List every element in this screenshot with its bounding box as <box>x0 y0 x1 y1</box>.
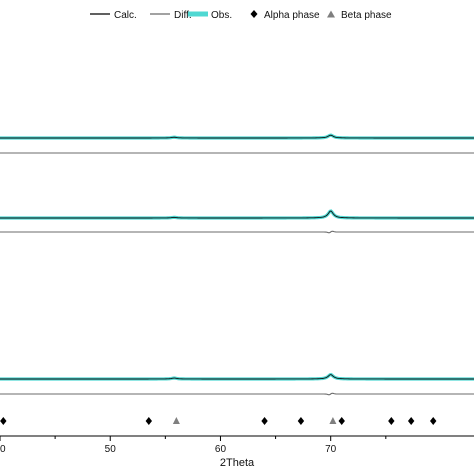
legend-item-beta-phase: Beta phase <box>327 10 392 21</box>
legend-item-calc: Calc. <box>90 10 137 21</box>
calc-line-top <box>0 134 474 139</box>
legend-item-alpha-phase: Alpha phase <box>250 10 320 21</box>
diffraction-patterns <box>0 133 474 396</box>
obs-line-middle <box>0 209 474 220</box>
alpha-phase-marker-4 <box>338 417 345 425</box>
alpha-phase-marker-2 <box>261 417 268 425</box>
diff-line-bottom <box>0 392 474 396</box>
legend-item-obs: Obs. <box>188 10 232 21</box>
alpha-phase-marker-3 <box>297 417 305 425</box>
x-tick-label-3: 70 <box>325 444 337 455</box>
diff-line-middle <box>0 230 474 234</box>
x-tick-label-1: 50 <box>105 444 117 455</box>
legend-label-calc: Calc. <box>114 10 137 21</box>
calc-line-middle <box>0 210 474 219</box>
x-axis: 40 50 60 70 2Theta <box>0 435 474 469</box>
legend: Calc. Diff. Obs. Alpha phase Beta phase <box>90 10 392 21</box>
phase-markers <box>0 417 437 425</box>
calc-line-bottom <box>0 374 474 380</box>
alpha-phase-marker-1 <box>145 417 153 425</box>
legend-label-obs: Obs. <box>211 10 232 21</box>
legend-label-diff: Diff. <box>174 10 192 21</box>
pattern-middle <box>0 209 474 234</box>
beta-phase-marker-0 <box>172 417 180 424</box>
legend-label-beta: Beta phase <box>341 10 392 21</box>
alpha-phase-marker-7 <box>430 417 437 425</box>
legend-label-alpha: Alpha phase <box>264 10 320 21</box>
x-tick-label-2: 60 <box>215 444 227 455</box>
pattern-bottom <box>0 372 474 396</box>
alpha-phase-marker-6 <box>407 417 415 425</box>
alpha-phase-marker-0 <box>0 417 7 425</box>
legend-marker-beta <box>327 10 335 18</box>
beta-phase-marker-1 <box>329 417 337 424</box>
legend-marker-alpha <box>250 10 258 18</box>
x-ticks: 40 50 60 70 <box>0 436 387 455</box>
x-tick-label-0: 40 <box>0 444 6 455</box>
pattern-top <box>0 133 474 154</box>
x-axis-label: 2Theta <box>220 457 255 469</box>
alpha-phase-marker-5 <box>388 417 395 425</box>
obs-line-bottom <box>0 372 474 381</box>
legend-item-diff: Diff. <box>150 10 192 21</box>
